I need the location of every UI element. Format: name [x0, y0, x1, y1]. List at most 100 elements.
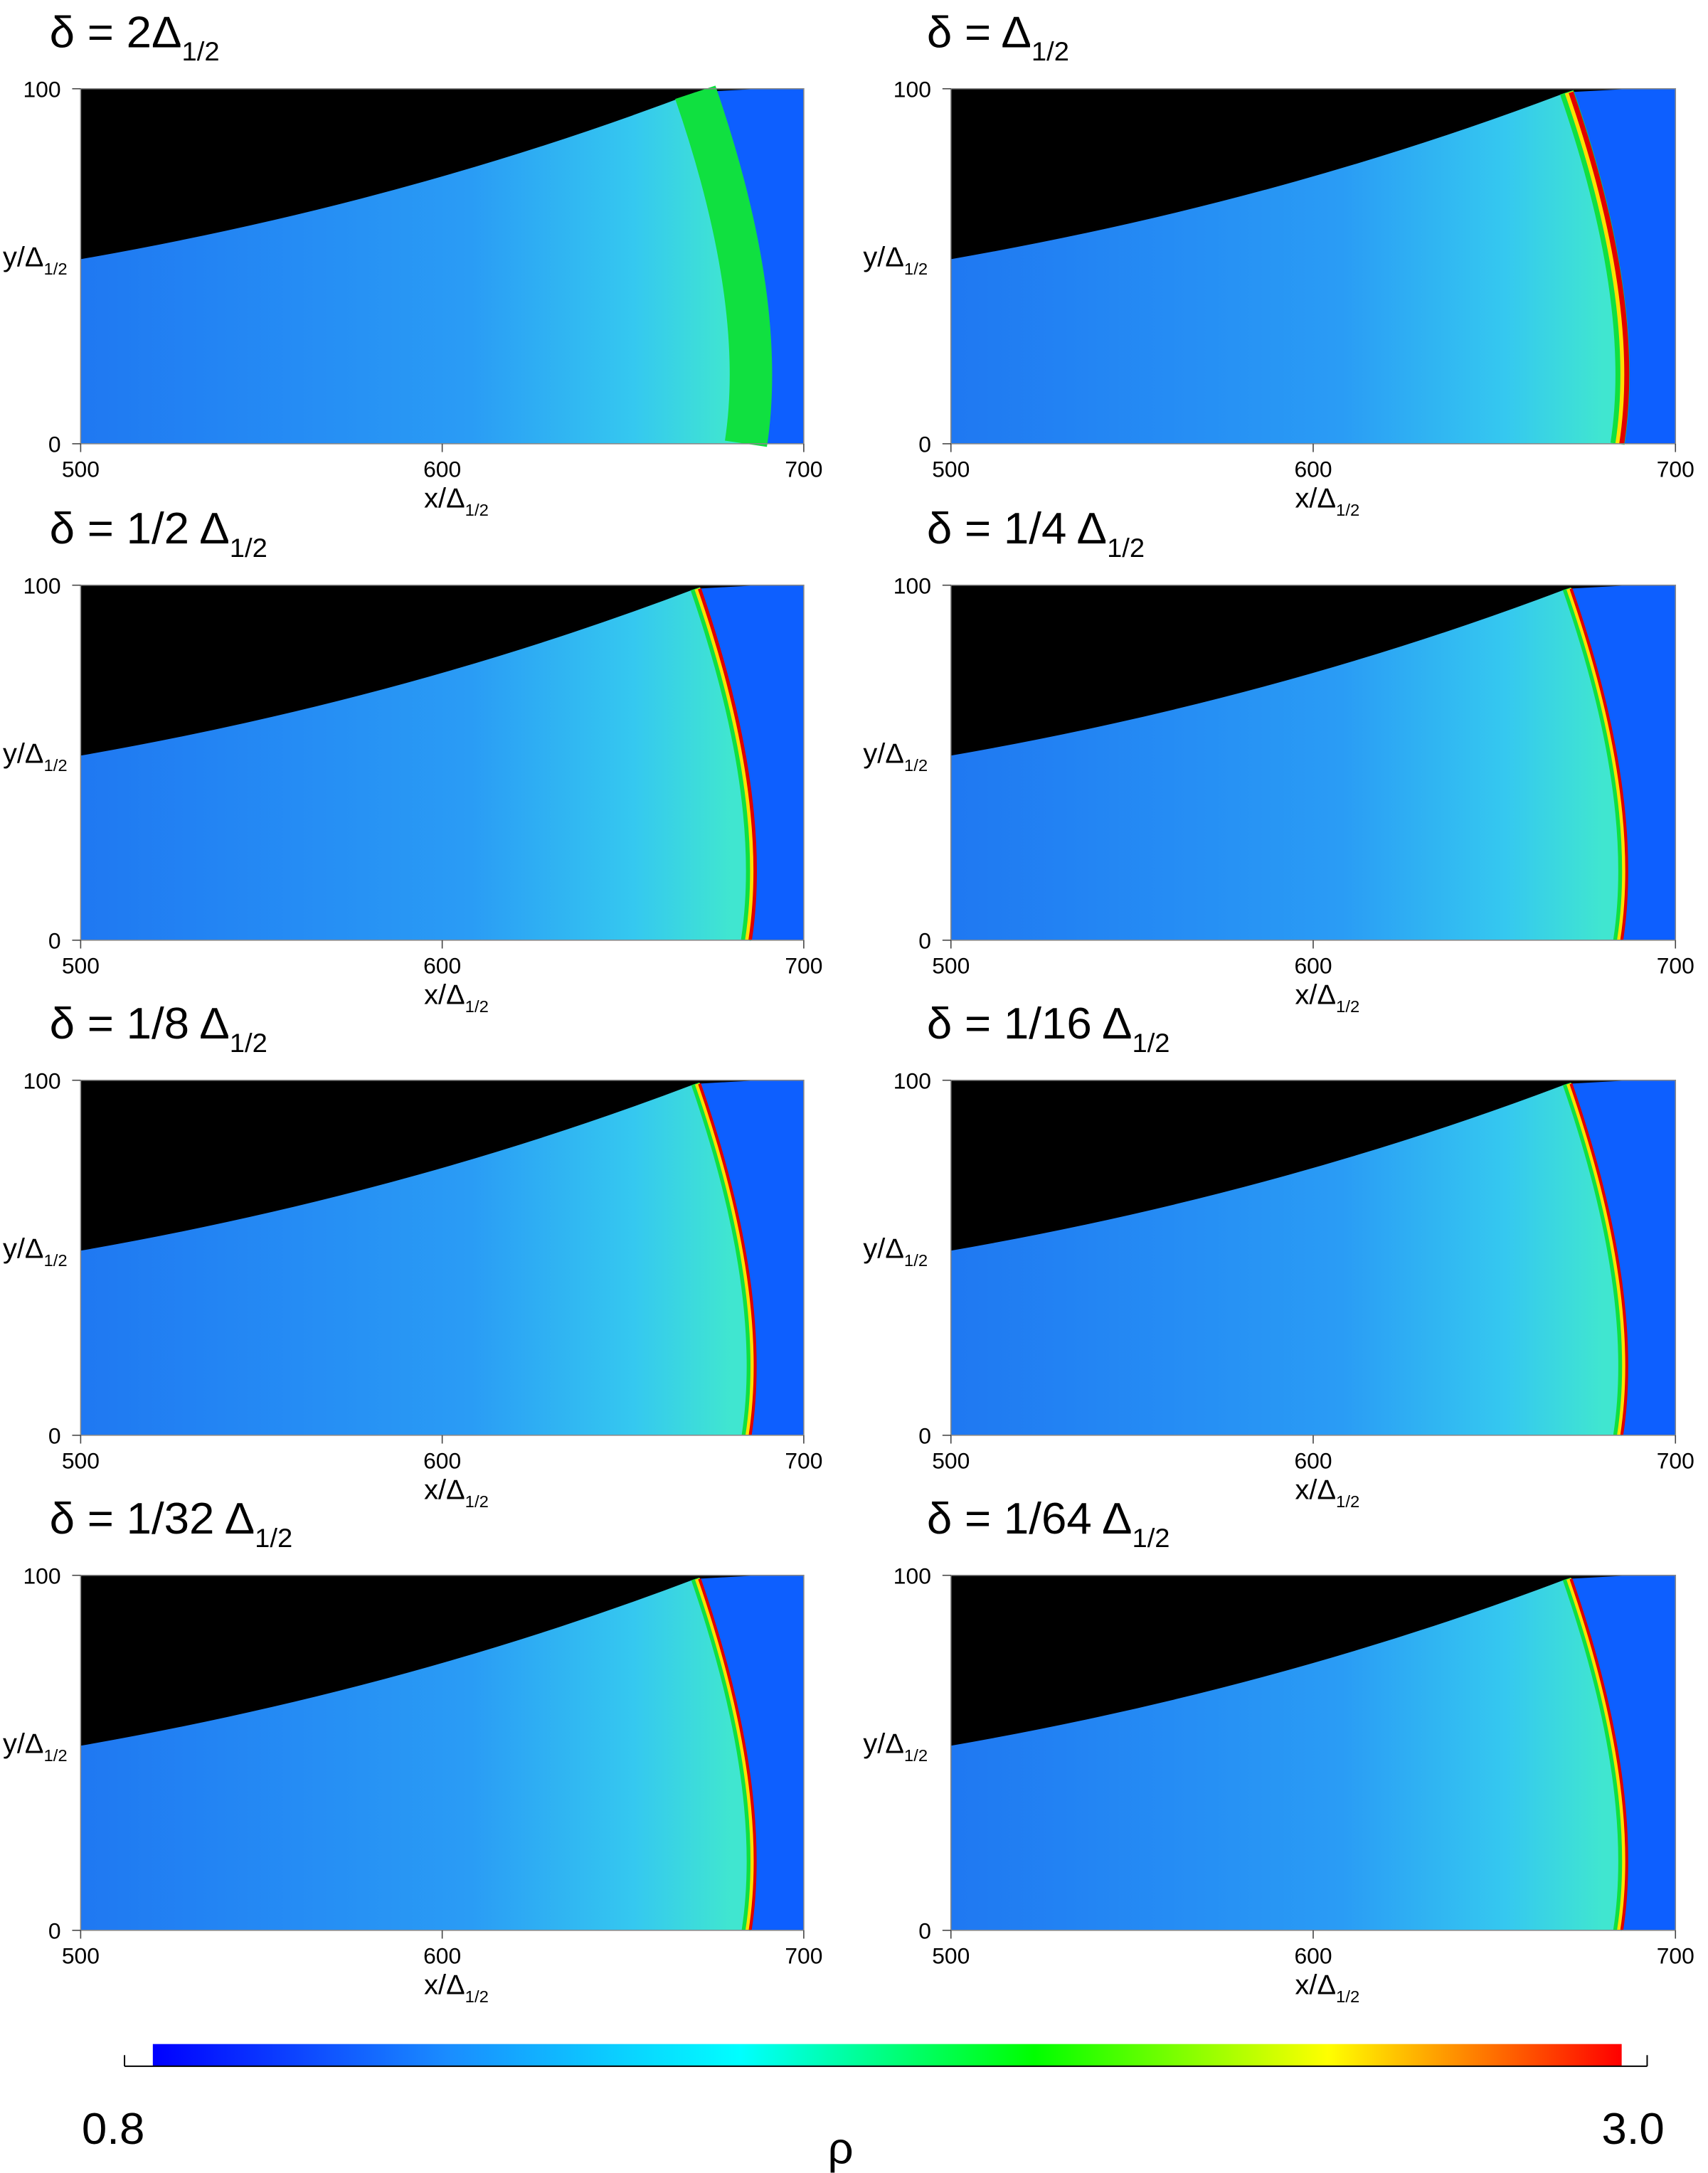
- x-axis-label-sub: 1/2: [465, 1493, 489, 1511]
- colorbar-label: ρ: [827, 2124, 853, 2173]
- panel-title-sub: 1/2: [255, 1524, 292, 1553]
- x-axis-label: x/Δ1/2: [424, 1475, 489, 1511]
- panel-title: δ = 1/64 Δ1/2: [927, 1494, 1170, 1553]
- y-axis-label: y/Δ1/2: [863, 1233, 928, 1270]
- y-tick-label: 0: [918, 432, 931, 457]
- x-axis-label-main: x/Δ: [424, 1475, 465, 1506]
- x-tick-label: 700: [1657, 1448, 1694, 1474]
- y-tick-label: 0: [48, 1423, 61, 1449]
- x-tick-label: 700: [785, 457, 822, 482]
- y-axis-label: y/Δ1/2: [863, 738, 928, 775]
- panel-title: δ = 2Δ1/2: [50, 8, 220, 67]
- shock-red: [1569, 91, 1630, 445]
- y-axis-label-sub: 1/2: [904, 757, 928, 775]
- shock-red: [1569, 588, 1628, 941]
- colorbar-tick-label: 3.0: [1601, 2105, 1664, 2154]
- x-tick-label: 700: [785, 953, 822, 979]
- shocked-region: [950, 92, 1623, 444]
- x-tick-label: 600: [1294, 1943, 1332, 1969]
- y-tick-label: 0: [48, 928, 61, 954]
- panel-title: δ = 1/16 Δ1/2: [927, 999, 1170, 1058]
- y-tick-label: 100: [893, 1563, 931, 1589]
- y-axis-label-main: y/Δ: [863, 1233, 904, 1265]
- y-axis-label: y/Δ1/2: [863, 1728, 928, 1765]
- panel-title-main: δ = Δ: [927, 8, 1031, 57]
- x-tick-label: 700: [1657, 953, 1694, 979]
- x-tick-label: 500: [932, 457, 970, 482]
- panel-title-main: δ = 1/16 Δ: [927, 999, 1133, 1048]
- x-axis-label: x/Δ1/2: [1295, 1475, 1360, 1511]
- y-axis-label-sub: 1/2: [43, 260, 67, 279]
- x-tick-label: 700: [785, 1943, 822, 1969]
- y-axis-label: y/Δ1/2: [3, 242, 68, 279]
- x-tick-label: 600: [423, 1943, 461, 1969]
- y-axis-label-main: y/Δ: [863, 1728, 904, 1760]
- panel-title-main: δ = 1/2 Δ: [50, 504, 230, 553]
- x-axis-label-sub: 1/2: [1336, 1988, 1359, 2007]
- shock-red: [1569, 1578, 1628, 1931]
- y-axis-label: y/Δ1/2: [3, 1728, 68, 1765]
- x-tick-label: 500: [932, 1448, 970, 1474]
- x-axis-label-main: x/Δ: [424, 979, 465, 1011]
- panel-title: δ = 1/8 Δ1/2: [50, 999, 267, 1058]
- x-tick-label: 600: [423, 1448, 461, 1474]
- x-axis-label-main: x/Δ: [1295, 1475, 1337, 1506]
- y-tick-label: 100: [23, 77, 60, 102]
- y-axis-label-main: y/Δ: [863, 738, 904, 770]
- panel-title-main: δ = 1/4 Δ: [927, 504, 1107, 553]
- panel-title: δ = 1/2 Δ1/2: [50, 504, 267, 563]
- y-tick-label: 100: [23, 1068, 60, 1094]
- x-tick-label: 500: [62, 457, 100, 482]
- y-axis-label-sub: 1/2: [43, 1747, 67, 1765]
- panel-title-main: δ = 2Δ: [50, 8, 182, 57]
- y-tick-label: 100: [893, 573, 931, 599]
- y-axis-label-sub: 1/2: [904, 1252, 928, 1270]
- y-axis-label-main: y/Δ: [3, 1233, 44, 1265]
- y-tick-label: 0: [918, 928, 931, 954]
- shocked-region: [80, 92, 751, 444]
- shocked-region: [80, 588, 751, 940]
- x-axis-label-sub: 1/2: [465, 1988, 489, 2007]
- x-axis-label-sub: 1/2: [1336, 998, 1359, 1016]
- y-tick-label: 0: [48, 432, 61, 457]
- x-axis-label-main: x/Δ: [424, 483, 465, 514]
- panel-title-sub: 1/2: [182, 37, 220, 67]
- panel-title-sub: 1/2: [230, 533, 267, 563]
- y-axis-label-sub: 1/2: [43, 1252, 67, 1270]
- colorbar: [152, 2044, 1622, 2066]
- shock-yellow: [1566, 588, 1628, 941]
- x-tick-label: 500: [62, 1448, 100, 1474]
- y-tick-label: 100: [23, 573, 60, 599]
- x-axis-label-sub: 1/2: [1336, 501, 1359, 520]
- y-tick-label: 100: [23, 1563, 60, 1589]
- shocked-region: [950, 1083, 1623, 1435]
- y-axis-label-main: y/Δ: [3, 242, 44, 273]
- x-axis-label: x/Δ1/2: [424, 1970, 489, 2007]
- x-tick-label: 700: [1657, 457, 1694, 482]
- panel-title-sub: 1/2: [1132, 1029, 1169, 1058]
- panel-title-sub: 1/2: [1031, 37, 1069, 67]
- shock-red: [698, 1578, 757, 1931]
- shocked-region: [950, 588, 1623, 940]
- panel-title: δ = 1/4 Δ1/2: [927, 504, 1145, 563]
- x-axis-label-main: x/Δ: [1295, 979, 1337, 1011]
- x-tick-label: 600: [1294, 953, 1332, 979]
- shock-yellow: [694, 588, 756, 941]
- shocked-region: [80, 1578, 751, 1930]
- x-axis-label: x/Δ1/2: [424, 979, 489, 1016]
- shock-yellow: [1566, 1578, 1628, 1931]
- y-tick-label: 0: [48, 1918, 61, 1944]
- panel-title-sub: 1/2: [230, 1029, 267, 1058]
- y-axis-label: y/Δ1/2: [3, 1233, 68, 1270]
- y-tick-label: 0: [918, 1918, 931, 1944]
- x-tick-label: 500: [932, 953, 970, 979]
- x-axis-label-main: x/Δ: [1295, 483, 1337, 514]
- x-tick-label: 500: [62, 1943, 100, 1969]
- x-tick-label: 600: [1294, 1448, 1332, 1474]
- x-tick-label: 600: [423, 953, 461, 979]
- y-axis-label-sub: 1/2: [904, 1747, 928, 1765]
- y-axis-label-main: y/Δ: [863, 242, 904, 273]
- panel-title: δ = 1/32 Δ1/2: [50, 1494, 293, 1553]
